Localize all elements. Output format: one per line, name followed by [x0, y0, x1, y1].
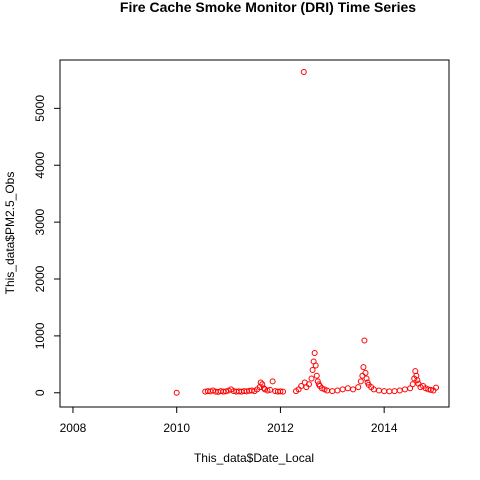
data-point	[222, 388, 229, 395]
data-point	[396, 387, 403, 394]
data-point	[355, 384, 362, 391]
data-point	[334, 387, 341, 394]
data-point	[433, 384, 440, 391]
data-point	[391, 388, 398, 395]
data-point	[361, 337, 368, 344]
data-point	[312, 362, 319, 369]
x-tick-label: 2008	[60, 421, 87, 435]
y-tick-label: 2000	[33, 265, 47, 292]
data-point	[305, 381, 312, 388]
y-tick-label: 0	[33, 389, 47, 396]
data-point	[344, 385, 351, 392]
data-point	[257, 379, 264, 386]
data-point	[427, 386, 434, 393]
data-point	[401, 386, 408, 393]
data-point	[339, 386, 346, 393]
data-point	[375, 387, 382, 394]
data-point	[308, 375, 315, 382]
x-tick-label: 2012	[267, 421, 294, 435]
data-point	[264, 387, 271, 394]
data-points	[173, 68, 440, 396]
x-axis: 2008 2010 2012 2014	[60, 406, 398, 435]
data-point	[277, 388, 284, 395]
data-point	[309, 367, 316, 374]
y-tick-label: 4000	[33, 152, 47, 179]
chart-title: Fire Cache Smoke Monitor (DRI) Time Seri…	[120, 0, 416, 15]
y-axis: 0 1000 2000 3000 4000 5000	[33, 95, 61, 396]
x-tick-label: 2010	[163, 421, 190, 435]
data-point	[329, 388, 336, 395]
data-point	[350, 386, 357, 393]
y-tick-label: 3000	[33, 208, 47, 235]
data-point	[300, 68, 307, 75]
data-point	[357, 378, 364, 385]
plot-frame	[59, 59, 450, 408]
y-tick-label: 5000	[33, 95, 47, 122]
data-point	[360, 364, 367, 371]
data-point	[409, 381, 416, 388]
data-point	[280, 388, 287, 395]
y-tick-label: 1000	[33, 322, 47, 349]
data-point	[414, 377, 421, 384]
data-point	[363, 375, 370, 382]
data-point	[362, 369, 369, 376]
data-point	[313, 372, 320, 379]
data-point	[311, 349, 318, 356]
data-point	[381, 388, 388, 395]
x-axis-label: This_data$Date_Local	[194, 451, 314, 465]
data-point	[173, 389, 180, 396]
data-point	[386, 388, 393, 395]
y-axis-label: This_data$PM2.5_Obs	[3, 172, 17, 295]
data-point	[269, 378, 276, 385]
x-tick-label: 2014	[371, 421, 398, 435]
